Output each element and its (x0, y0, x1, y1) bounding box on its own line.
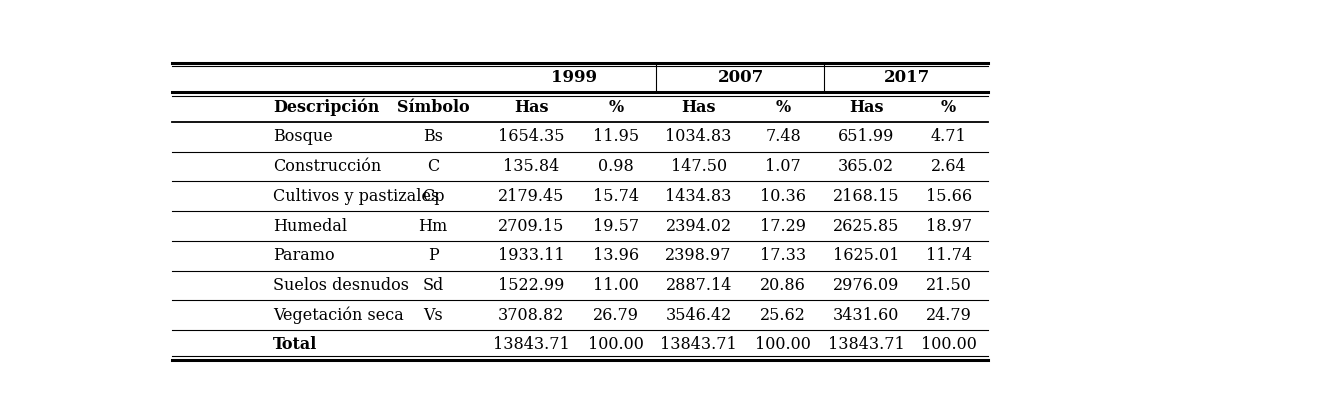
Text: Has: Has (515, 99, 549, 116)
Text: Vs: Vs (424, 307, 443, 324)
Text: Cp: Cp (423, 188, 444, 205)
Text: 135.84: 135.84 (503, 158, 560, 175)
Text: 1522.99: 1522.99 (499, 277, 564, 294)
Text: 1034.83: 1034.83 (665, 128, 732, 145)
Text: 365.02: 365.02 (838, 158, 894, 175)
Text: 15.66: 15.66 (925, 188, 972, 205)
Text: 2017: 2017 (884, 69, 930, 86)
Text: Símbolo: Símbolo (397, 99, 469, 116)
Text: 1.07: 1.07 (765, 158, 801, 175)
Text: 1625.01: 1625.01 (833, 247, 900, 264)
Text: Bosque: Bosque (273, 128, 333, 145)
Text: 2394.02: 2394.02 (665, 217, 732, 234)
Text: 2179.45: 2179.45 (499, 188, 564, 205)
Text: 147.50: 147.50 (670, 158, 726, 175)
Text: C: C (427, 158, 440, 175)
Text: 11.74: 11.74 (925, 247, 972, 264)
Text: 17.33: 17.33 (760, 247, 806, 264)
Text: 24.79: 24.79 (925, 307, 972, 324)
Text: Descripción: Descripción (273, 98, 380, 116)
Text: 3546.42: 3546.42 (665, 307, 732, 324)
Text: 18.97: 18.97 (925, 217, 972, 234)
Text: %: % (776, 99, 790, 116)
Text: Bs: Bs (423, 128, 443, 145)
Text: 3708.82: 3708.82 (499, 307, 564, 324)
Text: 0.98: 0.98 (599, 158, 635, 175)
Text: 100.00: 100.00 (588, 337, 644, 354)
Text: 1434.83: 1434.83 (665, 188, 732, 205)
Text: %: % (608, 99, 624, 116)
Text: 17.29: 17.29 (760, 217, 806, 234)
Text: P: P (428, 247, 439, 264)
Text: Construcción: Construcción (273, 158, 381, 175)
Text: 13843.71: 13843.71 (660, 337, 737, 354)
Text: 651.99: 651.99 (838, 128, 894, 145)
Text: 1654.35: 1654.35 (499, 128, 565, 145)
Text: 2.64: 2.64 (930, 158, 966, 175)
Text: 10.36: 10.36 (760, 188, 806, 205)
Text: 1933.11: 1933.11 (499, 247, 565, 264)
Text: 20.86: 20.86 (760, 277, 806, 294)
Text: 2887.14: 2887.14 (665, 277, 732, 294)
Text: 25.62: 25.62 (760, 307, 806, 324)
Text: Suelos desnudos: Suelos desnudos (273, 277, 409, 294)
Text: Humedal: Humedal (273, 217, 347, 234)
Text: Has: Has (681, 99, 716, 116)
Text: 1999: 1999 (551, 69, 597, 86)
Text: Vegetación seca: Vegetación seca (273, 306, 404, 324)
Text: 21.50: 21.50 (925, 277, 972, 294)
Text: 19.57: 19.57 (593, 217, 639, 234)
Text: 4.71: 4.71 (930, 128, 966, 145)
Text: 13843.71: 13843.71 (828, 337, 904, 354)
Text: Total: Total (273, 337, 317, 354)
Text: 2168.15: 2168.15 (833, 188, 900, 205)
Text: 2625.85: 2625.85 (833, 217, 900, 234)
Text: 100.00: 100.00 (921, 337, 977, 354)
Text: 2007: 2007 (718, 69, 764, 86)
Text: 2709.15: 2709.15 (499, 217, 564, 234)
Text: 15.74: 15.74 (593, 188, 639, 205)
Text: 2976.09: 2976.09 (833, 277, 900, 294)
Text: Has: Has (849, 99, 884, 116)
Text: 2398.97: 2398.97 (665, 247, 732, 264)
Text: Paramo: Paramo (273, 247, 335, 264)
Text: 3431.60: 3431.60 (833, 307, 900, 324)
Text: %: % (941, 99, 956, 116)
Text: 13.96: 13.96 (593, 247, 639, 264)
Text: 26.79: 26.79 (593, 307, 639, 324)
Text: 100.00: 100.00 (756, 337, 812, 354)
Text: 11.95: 11.95 (593, 128, 639, 145)
Text: 7.48: 7.48 (765, 128, 801, 145)
Text: 13843.71: 13843.71 (493, 337, 569, 354)
Text: Sd: Sd (423, 277, 444, 294)
Text: 11.00: 11.00 (593, 277, 639, 294)
Text: Cultivos y pastizales: Cultivos y pastizales (273, 188, 440, 205)
Text: Hm: Hm (419, 217, 448, 234)
